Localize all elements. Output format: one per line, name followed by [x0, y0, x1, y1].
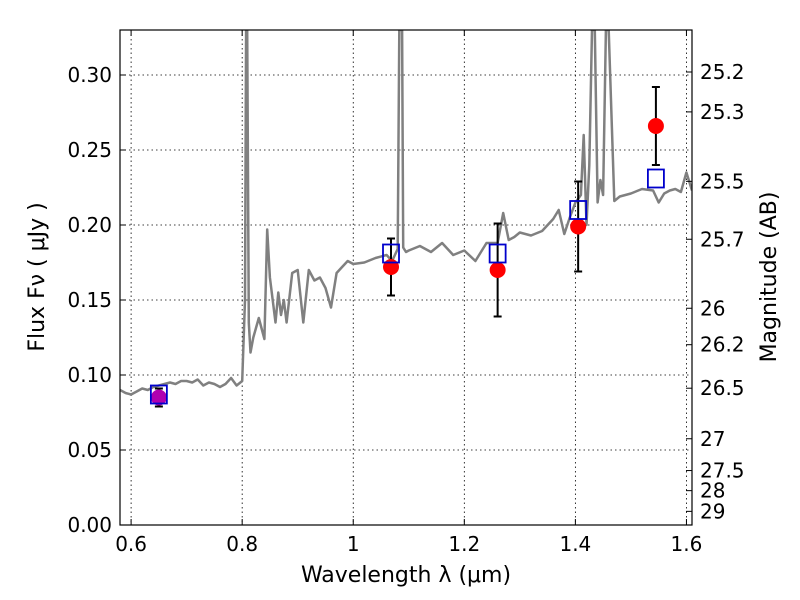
model-photometry-square — [382, 243, 400, 264]
plot-frame — [119, 29, 693, 526]
observed-point — [570, 218, 587, 235]
magnitude-tick-label: 27 — [700, 427, 725, 451]
x-tick-label: 1 — [347, 532, 360, 556]
y-tick-label: 0.15 — [67, 288, 112, 312]
magnitude-tick-label: 25.3 — [700, 100, 745, 124]
magnitude-tick-label: 26.2 — [700, 333, 745, 357]
magnitude-tick-label: 25.7 — [700, 227, 745, 251]
model-photometry-square — [149, 384, 168, 405]
model-spectrum-line — [120, 30, 692, 396]
x-tick-label: 0.8 — [226, 532, 258, 556]
magnitude-tick-label: 26.5 — [700, 376, 745, 400]
y-tick-label: 0.25 — [67, 138, 112, 162]
observed-point — [150, 389, 167, 406]
model-photometry-square — [647, 168, 665, 189]
magnitude-tick-label: 25.2 — [700, 60, 745, 84]
x-tick-label: 0.6 — [115, 532, 147, 556]
y-tick-label: 0.05 — [67, 438, 112, 462]
y2-axis-label: Magnitude (AB) — [757, 192, 782, 363]
x-tick-label: 1.2 — [448, 532, 480, 556]
magnitude-tick-label: 26 — [700, 296, 725, 320]
observed-point — [647, 118, 664, 134]
y-tick-label: 0.00 — [67, 513, 112, 537]
grid — [120, 30, 692, 526]
model-photometry-square — [488, 243, 507, 264]
x-axis-label: Wavelength λ (μm) — [301, 563, 511, 588]
magnitude-tick-label: 25.5 — [700, 169, 745, 193]
data-points — [149, 86, 665, 408]
magnitude-tick-label: 28 — [700, 479, 725, 503]
y-tick-label: 0.30 — [67, 63, 112, 87]
magnitude-tick-label: 29 — [700, 499, 725, 523]
observed-point — [489, 262, 506, 278]
observed-point — [383, 259, 400, 275]
magnitude-tick-label: 27.5 — [700, 459, 745, 483]
y-axis-label: Flux Fν ( μJy ) — [25, 202, 50, 351]
x-tick-label: 1.6 — [671, 532, 703, 556]
axis-ticks: 0.6 0.8 1 1.2 1.4 1.6 0.00 0.05 0.10 0.15 0.20 0.25… — [67, 30, 745, 556]
y-tick-label: 0.20 — [67, 213, 112, 237]
x-tick-label: 1.4 — [559, 532, 591, 556]
y-tick-label: 0.10 — [67, 363, 112, 387]
model-photometry-square — [569, 200, 588, 220]
